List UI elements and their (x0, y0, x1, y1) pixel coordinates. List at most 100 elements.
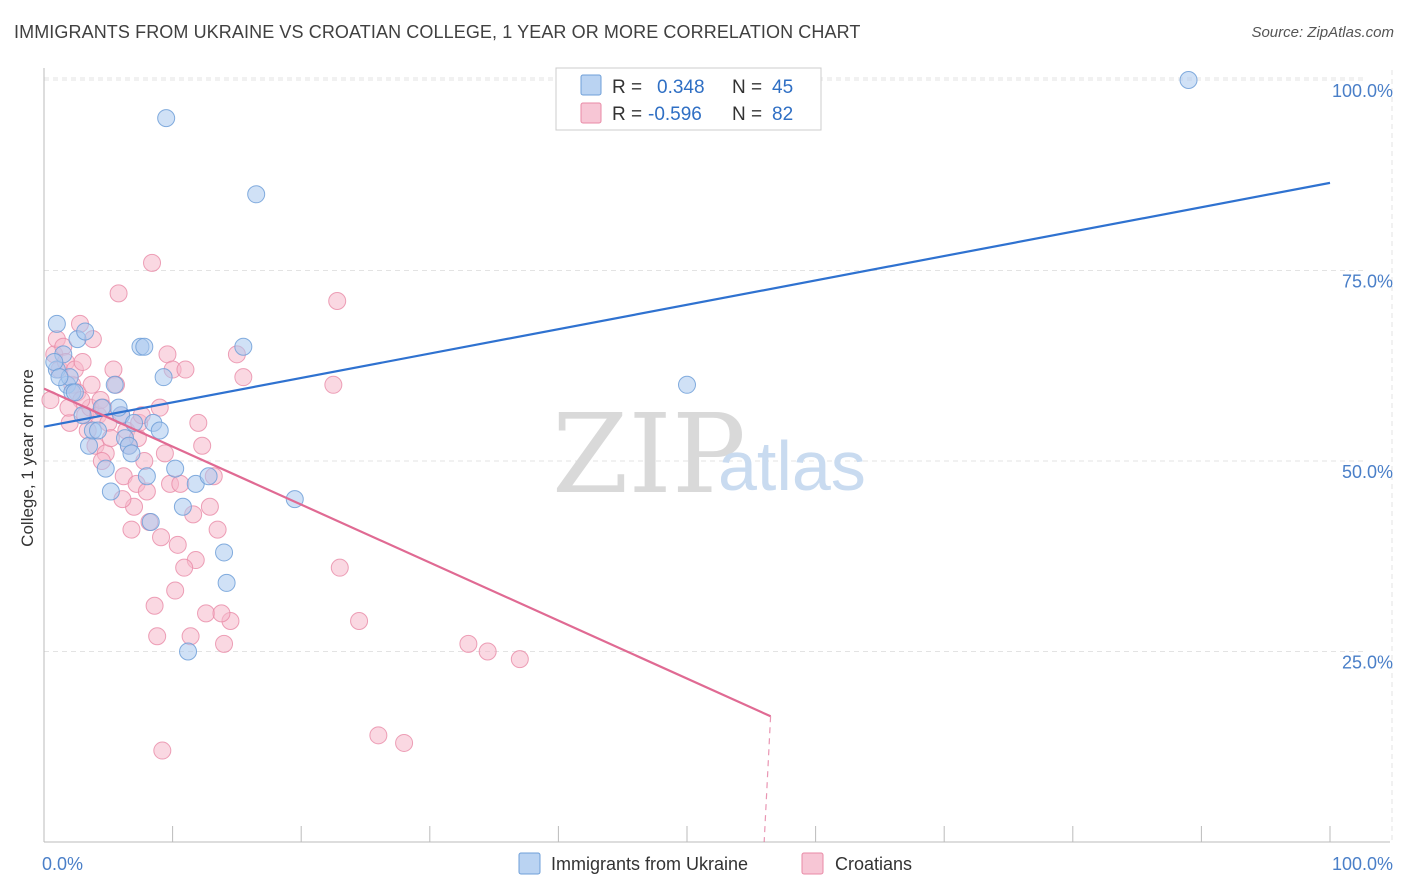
legend-r-value-ukraine: 0.348 (657, 77, 705, 98)
ukraine-point (101, 482, 120, 501)
watermark-atlas: atlas (718, 427, 866, 505)
ukraine-point (50, 368, 69, 387)
bottom-legend-swatch-ukraine (518, 852, 541, 875)
ukraine-point (89, 421, 108, 440)
croatian-point (104, 360, 123, 379)
x-tick-label: 0.0% (42, 854, 83, 874)
ukraine-point (199, 467, 218, 486)
y-tick-label: 25.0% (1342, 653, 1393, 673)
ukraine-trend-line (43, 181, 1331, 428)
watermark-zip: ZIP (552, 390, 746, 518)
ukraine-point (217, 573, 236, 592)
ukraine-point (76, 322, 95, 341)
grid-lines (44, 70, 1393, 842)
x-tick-label: 100.0% (1332, 854, 1393, 874)
croatian-point (153, 741, 172, 760)
legend-r-label-ukraine: R = (612, 77, 642, 98)
watermark: ZIP atlas (552, 390, 866, 518)
croatian-trend-extension (763, 716, 772, 843)
croatian-point (193, 436, 212, 455)
croatian-point (208, 520, 227, 539)
croatian-point (189, 413, 208, 432)
croatian-point (324, 375, 343, 394)
croatian-point (478, 642, 497, 661)
bottom-legend-label-croatian: Croatians (835, 854, 912, 874)
croatian-point (200, 497, 219, 516)
axes (43, 68, 1390, 843)
legend-r-label-croatian: R = (612, 104, 642, 125)
source-label: Source: ZipAtlas.com (1251, 24, 1394, 41)
ukraine-point (157, 109, 176, 128)
chart-title: IMMIGRANTS FROM UKRAINE VS CROATIAN COLL… (14, 22, 861, 42)
ukraine-points (45, 71, 1198, 661)
ukraine-point (234, 337, 253, 356)
ukraine-point (80, 436, 99, 455)
croatian-point (166, 581, 185, 600)
legend-swatch-croatian (580, 102, 602, 124)
croatian-points (41, 253, 529, 760)
croatian-point (145, 596, 164, 615)
croatian-point (155, 444, 174, 463)
croatian-point (137, 482, 156, 501)
croatian-point (330, 558, 349, 577)
ukraine-point (137, 467, 156, 486)
croatian-point (459, 634, 478, 653)
ukraine-point (247, 185, 266, 204)
ukraine-point (122, 444, 141, 463)
croatian-point (510, 650, 529, 669)
ukraine-point (166, 459, 185, 478)
croatian-point (215, 634, 234, 653)
croatian-point (350, 612, 369, 631)
croatian-point (175, 558, 194, 577)
legend-r-value-croatian: -0.596 (648, 104, 702, 125)
croatian-point (171, 474, 190, 493)
ukraine-point (678, 375, 696, 394)
ukraine-point (45, 352, 64, 371)
ukraine-point (173, 497, 192, 516)
croatian-point (168, 535, 187, 554)
croatian-point (109, 284, 128, 303)
ukraine-point (65, 383, 84, 402)
croatian-point (158, 345, 177, 364)
croatian-point (82, 375, 101, 394)
ukraine-point (135, 337, 154, 356)
legend-n-value-croatian: 82 (772, 104, 793, 125)
legend-n-value-ukraine: 45 (772, 77, 793, 98)
croatian-point (181, 627, 200, 646)
bottom-legend-swatch-croatian (801, 852, 824, 875)
croatian-point (148, 627, 167, 646)
croatian-point (328, 291, 347, 310)
legend-n-label-ukraine: N = (732, 77, 762, 98)
bottom-legend-label-ukraine: Immigrants from Ukraine (551, 854, 748, 874)
croatian-point (122, 520, 141, 539)
bottom-legend: Immigrants from Ukraine Croatians (518, 852, 912, 875)
ukraine-point (154, 368, 173, 387)
ukraine-point (215, 543, 234, 562)
y-tick-label: 75.0% (1342, 272, 1393, 292)
ukraine-point (105, 375, 124, 394)
legend-swatch-ukraine (580, 74, 602, 96)
croatian-point (152, 528, 171, 547)
croatian-point (73, 352, 92, 371)
croatian-point (395, 733, 414, 752)
croatian-point (143, 253, 162, 272)
croatian-point (212, 604, 231, 623)
ukraine-point (150, 421, 169, 440)
croatian-point (176, 360, 195, 379)
top-legend: R = 0.348 N = 45 R = -0.596 N = 82 (555, 67, 822, 131)
croatian-point (369, 726, 388, 745)
croatian-trend-line (43, 387, 772, 718)
ukraine-point (1179, 71, 1198, 89)
ukraine-point (47, 314, 66, 333)
ukraine-point (141, 512, 160, 531)
croatian-point (150, 398, 169, 417)
ukraine-point (179, 642, 198, 661)
y-axis-label: College, 1 year or more (18, 369, 37, 547)
y-tick-label: 100.0% (1332, 81, 1393, 101)
y-tick-label: 50.0% (1342, 462, 1393, 482)
tick-labels: 25.0% 50.0% 75.0% 100.0% 0.0% 100.0% (42, 81, 1393, 874)
croatian-point (234, 368, 253, 387)
legend-n-label-croatian: N = (732, 104, 762, 125)
trend-lines (43, 181, 1331, 843)
